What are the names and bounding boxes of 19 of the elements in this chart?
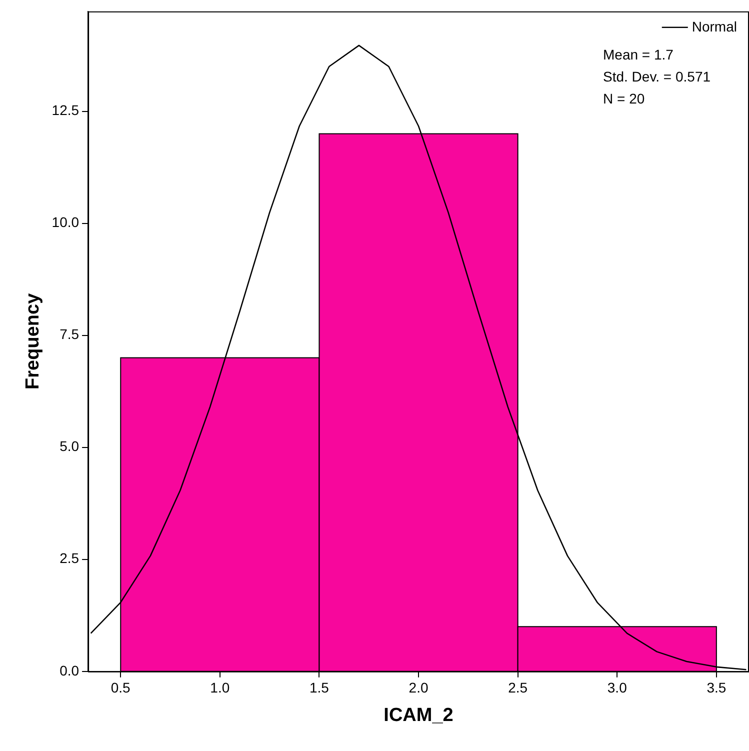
y-axis-title: Frequency: [22, 292, 44, 390]
x-tick-label: 1.0: [210, 680, 230, 696]
annotation: Std. Dev. = 0.571: [603, 68, 711, 84]
y-tick-label: 0.0: [60, 662, 80, 678]
annotation: N = 20: [603, 90, 645, 106]
y-tick-label: 5.0: [60, 438, 80, 454]
x-tick-label: 2.0: [408, 680, 428, 696]
x-axis-title: ICAM_2: [384, 704, 454, 726]
annotation: Mean = 1.7: [603, 46, 674, 62]
x-tick-label: 2.5: [508, 680, 528, 696]
x-tick-label: 3.5: [706, 680, 726, 696]
y-tick-label: 7.5: [60, 326, 80, 342]
y-tick-label: 10.0: [52, 214, 80, 230]
x-tick-label: 3.0: [607, 680, 628, 696]
x-tick-label: 1.5: [309, 680, 330, 696]
legend-label: Normal: [692, 18, 737, 34]
y-tick-label: 2.5: [60, 550, 80, 566]
x-tick-label: 0.5: [110, 680, 131, 696]
y-tick-label: 12.5: [52, 102, 80, 118]
